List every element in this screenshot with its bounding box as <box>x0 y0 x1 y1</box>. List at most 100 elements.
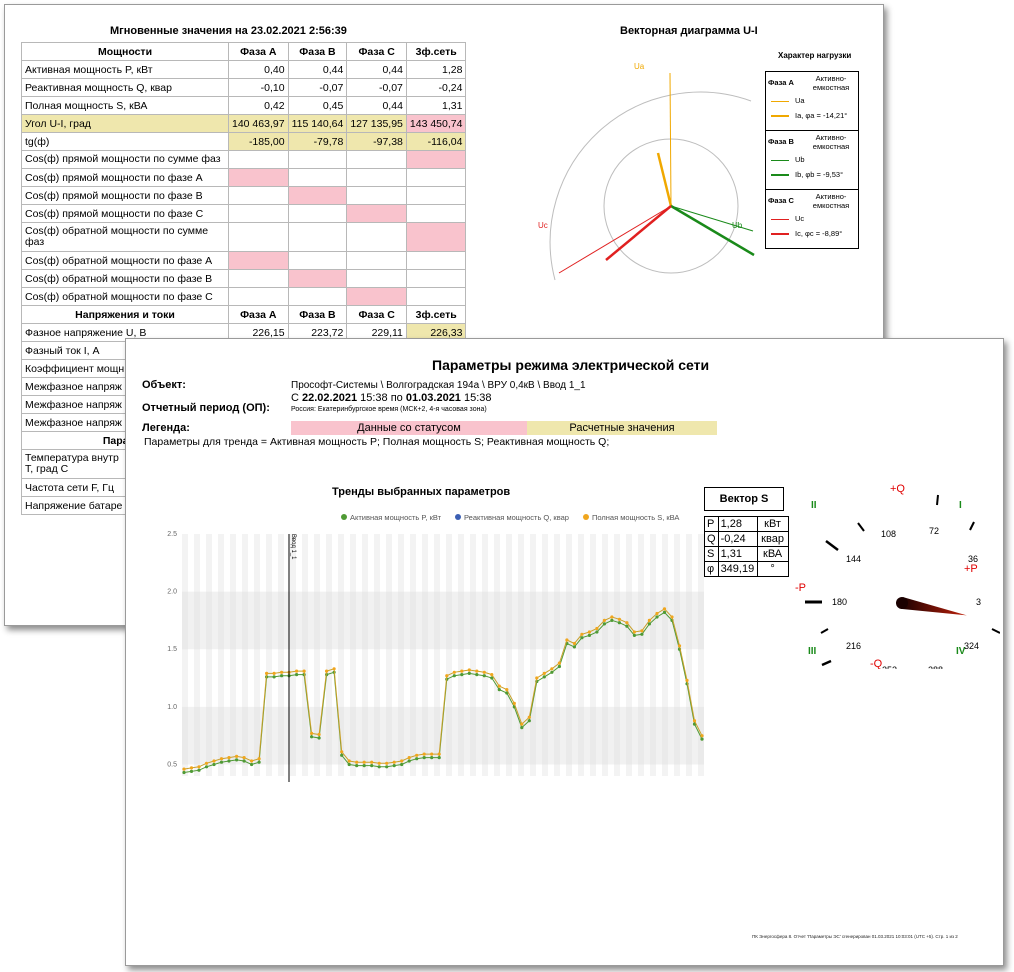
power-header-row: Мощности Фаза А Фаза В Фаза С 3ф.сеть <box>21 42 467 61</box>
data-point <box>430 756 434 760</box>
data-point <box>212 759 216 763</box>
data-point <box>295 669 299 673</box>
grid-stripe <box>302 534 308 776</box>
data-point <box>189 766 194 770</box>
data-point <box>610 615 614 619</box>
value-cell <box>228 287 289 306</box>
value-cell <box>228 186 289 205</box>
grid-stripe <box>422 534 428 776</box>
data-point <box>662 610 667 614</box>
grid-stripe <box>398 534 404 776</box>
value-cell <box>405 269 467 288</box>
value-cell <box>287 251 348 270</box>
load-character-table: Фаза А Активно-емкостная Ua Ia, φa = -14… <box>765 71 859 249</box>
data-point <box>520 722 524 726</box>
grid-stripe <box>230 534 236 776</box>
value-cell <box>346 222 407 252</box>
data-point <box>227 759 231 763</box>
data-point <box>685 678 689 682</box>
data-point <box>257 757 261 761</box>
data-point <box>340 753 344 757</box>
data-point <box>505 688 509 692</box>
grid-stripe <box>518 534 524 776</box>
row-name: Полная мощность S, кВА <box>21 96 229 115</box>
value-cell <box>346 204 407 223</box>
value-cell <box>287 204 348 223</box>
table-row: S 1,31 кВА <box>704 546 789 562</box>
data-point <box>400 759 404 763</box>
value-cell: 115 140,64 <box>287 114 348 133</box>
y-tick-label: 2.0 <box>167 589 177 596</box>
data-point <box>595 630 599 634</box>
data-point <box>587 633 591 637</box>
row-name: Cos(ф) прямой мощности по фазе А <box>21 168 229 187</box>
table-row: Cos(ф) обратной мощности по сумме фаз <box>21 222 467 252</box>
value-cell <box>405 287 467 306</box>
grid-stripe <box>194 534 200 776</box>
data-point <box>242 756 246 760</box>
row-name: Реактивная мощность Q, квар <box>21 78 229 97</box>
data-point <box>572 645 576 649</box>
grid-stripe <box>218 534 224 776</box>
legend-dot-active <box>341 514 347 520</box>
data-point <box>587 630 591 634</box>
data-point <box>250 762 254 767</box>
data-point <box>655 611 659 616</box>
ua-line-icon <box>771 101 789 102</box>
data-point <box>370 760 374 764</box>
phase-name: Фаза С <box>768 196 794 205</box>
data-point <box>482 674 486 678</box>
value-cell: -0,07 <box>346 78 407 97</box>
table-row: Активная мощность P, кВт 0,40 0,44 0,44 … <box>21 60 467 79</box>
i-label: Ib, φb = -9,53° <box>795 170 844 179</box>
i-label: Ic, φc = -8,89° <box>795 229 843 238</box>
data-point <box>219 757 224 761</box>
data-point <box>212 762 216 767</box>
legend-label: Легенда: <box>142 422 190 434</box>
table-row: P 1,28 кВт <box>704 516 789 532</box>
row-name: tg(ф) <box>21 132 229 151</box>
grid-stripe <box>434 534 440 776</box>
dial-tick <box>857 522 865 532</box>
trend-title: Тренды выбранных параметров <box>332 486 511 498</box>
data-point <box>219 760 224 764</box>
vector-s-title: Вектор S <box>704 487 784 511</box>
grid-stripe <box>542 534 548 776</box>
u-label: Uc <box>795 214 805 223</box>
table-row: Реактивная мощность Q, квар -0,10 -0,07 … <box>21 78 467 97</box>
value-cell: 0,44 <box>346 96 407 115</box>
value-cell: -116,04 <box>405 132 467 151</box>
row-name: Активная мощность P, кВт <box>21 60 229 79</box>
value-cell <box>228 222 289 252</box>
quadrant-label: IV <box>956 646 966 657</box>
period-value: С 22.02.2021 15:38 по 01.03.2021 15:38 <box>291 392 492 404</box>
value-cell: -79,78 <box>287 132 348 151</box>
data-point <box>377 765 381 769</box>
value-cell: 127 135,95 <box>346 114 407 133</box>
data-point <box>182 767 186 771</box>
data-point <box>437 752 441 756</box>
row-name: Cos(ф) прямой мощности по фазе С <box>21 204 229 223</box>
data-point <box>535 676 539 680</box>
value-cell: 1,28 <box>405 60 467 79</box>
load-character: Активно-емкостная <box>812 192 850 210</box>
data-point <box>355 764 359 768</box>
grid-stripe <box>590 534 596 776</box>
grid-stripe <box>386 534 392 776</box>
data-point <box>272 671 276 675</box>
row-name: Cos(ф) обратной мощности по фазе В <box>21 269 229 288</box>
value-cell: -0,10 <box>228 78 289 97</box>
table-row: Угол U-I, град 140 463,97 115 140,64 127… <box>21 114 467 133</box>
row-name: Cos(ф) прямой мощности по сумме фаз <box>21 150 229 169</box>
axis-label: +Q <box>890 483 905 495</box>
data-point <box>617 621 621 625</box>
ua-vector <box>669 72 672 207</box>
dial-tick-label: 252 <box>882 665 897 669</box>
load-character: Активно-емкостная <box>812 74 850 92</box>
series-line <box>183 608 703 770</box>
trend-legend: Активная мощность P, кВт Реактивная мощн… <box>341 513 679 522</box>
data-point <box>700 734 704 738</box>
object-label: Объект: <box>142 379 186 391</box>
data-point <box>445 674 449 678</box>
vector-s-dial: II I III IV +Q -P +P -Q 108 72 144 36 18… <box>795 483 1000 669</box>
